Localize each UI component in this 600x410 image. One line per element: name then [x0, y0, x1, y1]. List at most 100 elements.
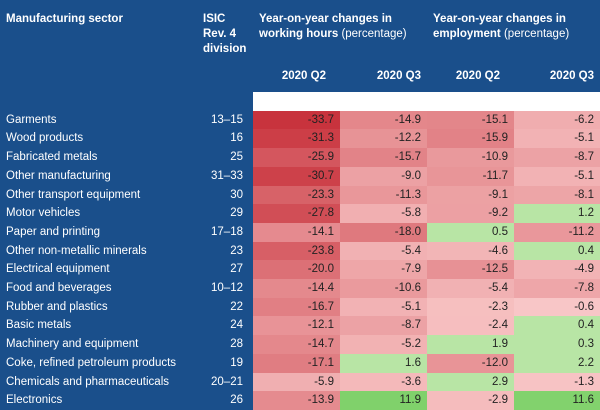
employment-q2-cell: -10.9: [427, 148, 515, 167]
employment-q3-header: 2020 Q3: [514, 60, 600, 92]
sector-name: Wood products: [0, 129, 197, 149]
table-body: Garments 13–15 -33.7 -14.9 -15.1 -6.2 Wood pro…: [0, 92, 600, 410]
sector-header-blank: [0, 60, 197, 92]
table-row: Other non-metallic minerals 23 -23.8 -5.4 -4…: [0, 241, 600, 261]
hours-q3-cell: -8.7: [340, 316, 428, 336]
employment-q2-cell: 1.9: [427, 335, 515, 354]
employment-q3-cell: -0.6: [514, 297, 600, 317]
hours-q2-cell: -31.3: [253, 129, 340, 149]
sector-name: Paper and printing: [0, 222, 197, 242]
hours-q3-cell: -3.6: [340, 372, 428, 392]
hours-q3-cell: -5.8: [340, 204, 428, 223]
sector-name: Motor vehicles: [0, 204, 197, 223]
employment-q3-cell: -8.7: [514, 148, 600, 167]
employment-q2-cell: -9.1: [427, 185, 515, 205]
hours-unit: (percentage): [341, 28, 407, 40]
sector-name: Food and beverages: [0, 279, 197, 298]
employment-q2-cell: -2.4: [427, 316, 515, 336]
hours-q2-cell: -14.1: [253, 222, 340, 242]
employment-unit: (percentage): [503, 28, 570, 40]
isic-code: 25: [197, 148, 253, 167]
employment-q2-cell: -5.4: [427, 279, 515, 298]
sector-name: Basic metals: [0, 316, 197, 336]
table-row: Electronics 26 -13.9 11.9 -2.9 11.6: [0, 391, 600, 410]
hours-q3-cell: -15.7: [340, 148, 428, 167]
table-row: Food and beverages 10–12 -14.4 -10.6 -5.4 -7.…: [0, 279, 600, 298]
hours-q3-cell: -7.9: [340, 260, 428, 280]
table-header: Manufacturing sector ISIC Rev. 4 divisio…: [0, 0, 600, 92]
isic-code: 22: [197, 297, 253, 317]
hours-q2-cell: -17.1: [253, 353, 340, 373]
employment-q3-cell: 0.4: [514, 241, 600, 261]
table-row: Motor vehicles 29 -27.8 -5.8 -9.2 1.2: [0, 204, 600, 223]
employment-q3-cell: -6.2: [514, 110, 600, 130]
sector-name: Coke, refined petroleum products: [0, 353, 197, 373]
hours-q2-cell: -23.8: [253, 241, 340, 261]
employment-q2-cell: 0.5: [427, 222, 515, 242]
employment-q2-header: 2020 Q2: [427, 60, 515, 92]
isic-code: 10–12: [197, 279, 253, 298]
header-spacer-row: [0, 92, 600, 111]
hours-q2-cell: -12.1: [253, 316, 340, 336]
isic-code: 31–33: [197, 166, 253, 186]
sector-name: Electrical equipment: [0, 260, 197, 280]
hours-group-header: Year-on-year changes in working hours (p…: [253, 0, 428, 60]
hours-q2-cell: -13.9: [253, 391, 340, 410]
table-row: Machinery and equipment 28 -14.7 -5.2 1.9 0.3: [0, 335, 600, 354]
sector-column-header: Manufacturing sector: [0, 0, 197, 60]
hours-q2-cell: -5.9: [253, 372, 340, 392]
isic-code: 29: [197, 204, 253, 223]
isic-code: 27: [197, 260, 253, 280]
hours-q2-header: 2020 Q2: [253, 60, 340, 92]
hours-q3-cell: -10.6: [340, 279, 428, 298]
employment-q3-cell: 2.2: [514, 353, 600, 373]
employment-q2-cell: -15.9: [427, 129, 515, 149]
employment-q2-cell: -15.1: [427, 110, 515, 130]
employment-q3-cell: -8.1: [514, 185, 600, 205]
employment-q3-cell: -4.9: [514, 260, 600, 280]
isic-code: 17–18: [197, 222, 253, 242]
hours-q3-cell: 1.6: [340, 353, 428, 373]
hours-q3-cell: -5.1: [340, 297, 428, 317]
table-row: Other manufacturing 31–33 -30.7 -9.0 -11.7 -5…: [0, 166, 600, 186]
employment-q3-cell: -1.3: [514, 372, 600, 392]
employment-title: Year-on-year changes in employment: [433, 13, 566, 40]
isic-code: 24: [197, 316, 253, 336]
sector-name: Electronics: [0, 391, 197, 410]
employment-q2-cell: -4.6: [427, 241, 515, 261]
employment-q3-cell: 1.2: [514, 204, 600, 223]
sector-name: Other manufacturing: [0, 166, 197, 186]
hours-q3-header: 2020 Q3: [340, 60, 428, 92]
sector-name: Chemicals and pharmaceuticals: [0, 372, 197, 392]
sector-name: Garments: [0, 110, 197, 130]
employment-q2-cell: -12.5: [427, 260, 515, 280]
isic-code: 20–21: [197, 372, 253, 392]
hours-q2-cell: -20.0: [253, 260, 340, 280]
isic-code: 13–15: [197, 110, 253, 130]
table-row: Electrical equipment 27 -20.0 -7.9 -12.5 -4.9: [0, 260, 600, 280]
hours-q3-cell: -14.9: [340, 110, 428, 130]
employment-q3-cell: 11.6: [514, 391, 600, 410]
isic-column-header: ISIC Rev. 4 division: [197, 0, 253, 92]
isic-label-line2: Rev. 4: [203, 28, 237, 40]
hours-q2-cell: -14.7: [253, 335, 340, 354]
employment-q2-cell: -2.3: [427, 297, 515, 317]
employment-q3-cell: -7.8: [514, 279, 600, 298]
employment-q3-cell: 0.4: [514, 316, 600, 336]
sector-name: Other transport equipment: [0, 185, 197, 205]
hours-q3-cell: -11.3: [340, 185, 428, 205]
spacer-left: [0, 92, 253, 111]
employment-q2-cell: -12.0: [427, 353, 515, 373]
employment-q2-cell: -2.9: [427, 391, 515, 410]
spacer-right: [253, 92, 600, 111]
employment-q2-cell: -11.7: [427, 166, 515, 186]
hours-q2-cell: -16.7: [253, 297, 340, 317]
table-row: Paper and printing 17–18 -14.1 -18.0 0.5 -11.…: [0, 222, 600, 242]
hours-q3-cell: -5.4: [340, 241, 428, 261]
hours-q3-cell: -9.0: [340, 166, 428, 186]
employment-q3-cell: 0.3: [514, 335, 600, 354]
hours-title: Year-on-year changes in working hours: [259, 13, 392, 40]
hours-q3-cell: -12.2: [340, 129, 428, 149]
isic-code: 23: [197, 241, 253, 261]
